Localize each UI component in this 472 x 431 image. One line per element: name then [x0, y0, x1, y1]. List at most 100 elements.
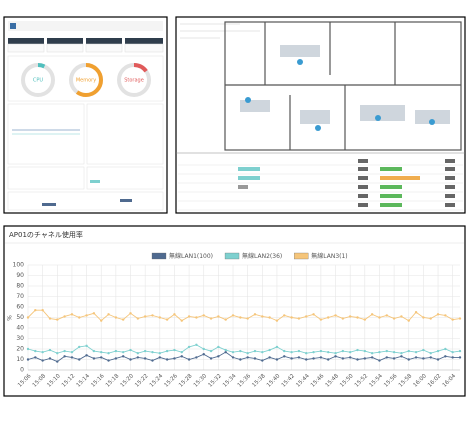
series-point: [297, 356, 301, 359]
series-point: [56, 318, 59, 321]
series-point: [356, 358, 359, 361]
series-point: [246, 317, 249, 320]
series-point: [370, 313, 374, 316]
series-point: [195, 316, 198, 319]
series-point: [392, 317, 396, 320]
series-point: [283, 349, 286, 353]
series-point: [451, 356, 454, 359]
gauge-arc: [21, 63, 55, 97]
gauges: CPU Memory Storage: [21, 63, 151, 97]
y-tick-label: 40: [16, 325, 24, 332]
gauge-arc: [69, 63, 103, 97]
y-tick-label: 90: [16, 272, 24, 279]
series-point: [78, 316, 81, 319]
series-point: [275, 345, 279, 349]
series-point: [444, 347, 447, 351]
series-point: [121, 355, 125, 358]
series-point: [429, 352, 432, 355]
series-point: [334, 352, 337, 355]
series-point: [275, 358, 279, 361]
series-point: [70, 350, 74, 354]
series-point: [305, 352, 308, 355]
series-point: [224, 350, 227, 354]
series-point: [70, 356, 74, 359]
series-point: [158, 316, 161, 319]
series-point: [422, 357, 425, 360]
series-point: [217, 355, 220, 358]
series-point: [209, 357, 213, 360]
series-point: [246, 356, 249, 359]
series-point: [224, 348, 227, 352]
series-point: [261, 350, 264, 354]
series-point: [180, 350, 183, 354]
series-point: [209, 317, 213, 320]
series-point: [392, 357, 396, 360]
series-point: [217, 345, 220, 349]
series-point: [348, 315, 352, 318]
series-point: [129, 358, 132, 361]
series-point: [429, 356, 432, 359]
series-point: [363, 357, 367, 360]
series-point: [348, 356, 352, 359]
series-point: [327, 358, 330, 361]
series-point: [187, 315, 191, 318]
series-point: [121, 318, 125, 321]
series-point: [26, 347, 30, 351]
series-point: [283, 355, 286, 358]
series-point: [100, 350, 103, 354]
series-point: [436, 313, 440, 316]
series-point: [34, 308, 37, 312]
series-point: [34, 356, 37, 359]
series-point: [268, 316, 271, 319]
series-line: [27, 351, 460, 363]
y-tick-label: 80: [16, 283, 24, 290]
series-point: [407, 319, 410, 322]
y-tick-label: 70: [16, 293, 24, 300]
series-point: [458, 349, 462, 353]
y-axis-label: %: [7, 315, 14, 321]
series-point: [151, 314, 154, 317]
series-point: [407, 349, 410, 353]
series-point: [414, 311, 418, 314]
series-point: [268, 356, 271, 359]
series-point: [202, 347, 205, 351]
gauge-label: CPU: [33, 78, 44, 84]
series-point: [56, 352, 59, 355]
series-point: [136, 352, 140, 355]
legend-label: 無線LAN3(1): [311, 252, 347, 260]
series-point: [63, 349, 66, 353]
gauge-arc: [117, 63, 151, 97]
legend-label: 無線LAN1(100): [169, 252, 213, 260]
series-point: [143, 349, 147, 353]
legend-swatch: [224, 252, 240, 260]
series-point: [239, 358, 242, 361]
series-point: [378, 350, 381, 354]
series-point: [85, 314, 88, 317]
legend-item: 無線LAN1(100): [151, 252, 213, 260]
series-point: [261, 315, 264, 318]
series-point: [246, 352, 249, 355]
series-point: [121, 350, 125, 354]
series-point: [202, 353, 205, 356]
series-point: [451, 350, 454, 354]
legend-swatch: [151, 252, 167, 260]
series-point: [444, 314, 447, 317]
series-point: [107, 313, 110, 316]
series-point: [92, 312, 96, 315]
legend-item: 無線LAN2(36): [224, 252, 282, 260]
series-line: [27, 344, 461, 354]
series-point: [63, 355, 66, 358]
series-point: [319, 318, 323, 321]
series-point: [48, 357, 52, 360]
series-point: [165, 358, 169, 361]
series-point: [195, 343, 198, 346]
series-point: [202, 314, 205, 317]
series-point: [92, 349, 96, 353]
series-point: [173, 357, 176, 360]
series-point: [458, 356, 462, 359]
series-point: [239, 349, 242, 353]
series-point: [231, 314, 235, 317]
series-point: [187, 358, 191, 361]
y-tick-label: 0: [20, 367, 24, 374]
